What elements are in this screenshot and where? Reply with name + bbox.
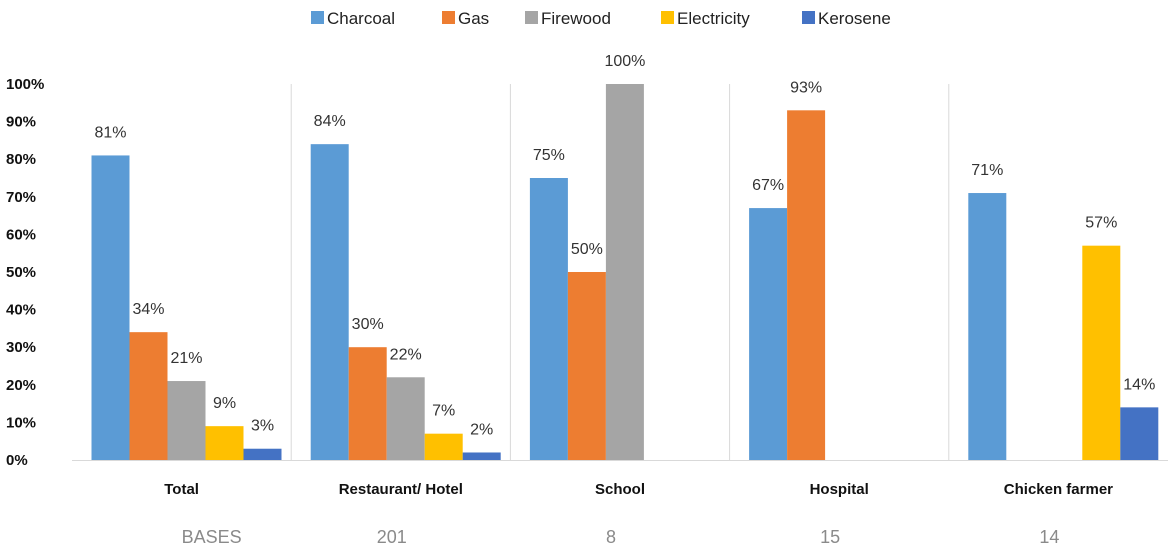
x-tick-label: School [595, 481, 645, 498]
data-label: 3% [251, 418, 274, 435]
bar-kerosene [1120, 407, 1159, 460]
data-labels: 81% 34% 21% 9% 3% 84% 30% 22% 7% 2% 75% 50% 100% 67% 9… [94, 53, 1155, 438]
x-axis: Total Restaurant/ Hotel School Hospital Chic… [164, 481, 1113, 498]
x-tick-label: Total [164, 481, 199, 498]
bar-gas [348, 347, 387, 460]
legend-swatch-gas [442, 11, 455, 24]
bases-value: 201 [377, 527, 407, 547]
legend-label-charcoal: Charcoal [327, 9, 395, 28]
data-label: 22% [390, 346, 422, 363]
y-tick-label: 20% [6, 377, 36, 394]
legend-label-electricity: Electricity [677, 9, 750, 28]
bar-gas [787, 110, 826, 460]
bar-kerosene [243, 448, 282, 460]
data-label: 50% [571, 241, 603, 258]
bar-electricity [205, 426, 244, 460]
y-tick-label: 60% [6, 226, 36, 243]
bar-electricity [1082, 245, 1121, 460]
y-tick-label: 80% [6, 151, 36, 168]
y-tick-label: 40% [6, 302, 36, 319]
data-label: 14% [1123, 376, 1155, 393]
y-tick-label: 30% [6, 339, 36, 356]
bar-gas [129, 332, 168, 460]
y-tick-label: 90% [6, 114, 36, 131]
bar-charcoal [529, 178, 568, 460]
bases-row: BASES 201 8 15 14 [182, 527, 1060, 547]
y-tick-label: 0% [6, 452, 28, 469]
data-label: 30% [352, 316, 384, 333]
y-tick-label: 10% [6, 414, 36, 431]
data-label: 100% [604, 53, 645, 70]
bases-value: 8 [606, 527, 616, 547]
bar-firewood [605, 84, 644, 460]
bar-charcoal [749, 208, 788, 460]
plot-area [91, 84, 1159, 461]
legend-label-kerosene: Kerosene [818, 9, 891, 28]
data-label: 21% [170, 350, 202, 367]
y-tick-label: 100% [6, 76, 44, 93]
data-label: 57% [1085, 215, 1117, 232]
data-label: 67% [752, 177, 784, 194]
bar-kerosene [462, 452, 501, 460]
bar-charcoal [310, 144, 349, 460]
data-label: 2% [470, 421, 493, 438]
legend-label-gas: Gas [458, 9, 489, 28]
category-separators [290, 84, 950, 460]
bases-value: 15 [820, 527, 840, 547]
y-axis: 0% 10% 20% 30% 40% 50% 60% 70% 80% 90% 100% [6, 76, 1168, 469]
bases-label: BASES [182, 527, 242, 547]
bar-charcoal [968, 193, 1007, 461]
data-label: 71% [971, 162, 1003, 179]
legend: Charcoal Gas Firewood Electricity Kerosene [311, 9, 891, 28]
data-label: 9% [213, 395, 236, 412]
data-label: 7% [432, 403, 455, 420]
x-tick-label: Chicken farmer [1004, 481, 1113, 498]
y-tick-label: 70% [6, 189, 36, 206]
legend-swatch-electricity [661, 11, 674, 24]
legend-swatch-charcoal [311, 11, 324, 24]
legend-swatch-firewood [525, 11, 538, 24]
data-label: 34% [132, 301, 164, 318]
bar-electricity [424, 433, 463, 460]
bar-gas [567, 272, 606, 460]
data-label: 81% [94, 124, 126, 141]
x-tick-label: Hospital [810, 481, 869, 498]
data-label: 75% [533, 147, 565, 164]
legend-label-firewood: Firewood [541, 9, 611, 28]
data-label: 93% [790, 79, 822, 96]
bar-firewood [386, 377, 425, 460]
bar-charcoal [91, 155, 130, 460]
legend-swatch-kerosene [802, 11, 815, 24]
bar-firewood [167, 381, 206, 460]
y-tick-label: 50% [6, 264, 36, 281]
data-label: 84% [314, 113, 346, 130]
bases-value: 14 [1039, 527, 1059, 547]
x-tick-label: Restaurant/ Hotel [339, 481, 463, 498]
